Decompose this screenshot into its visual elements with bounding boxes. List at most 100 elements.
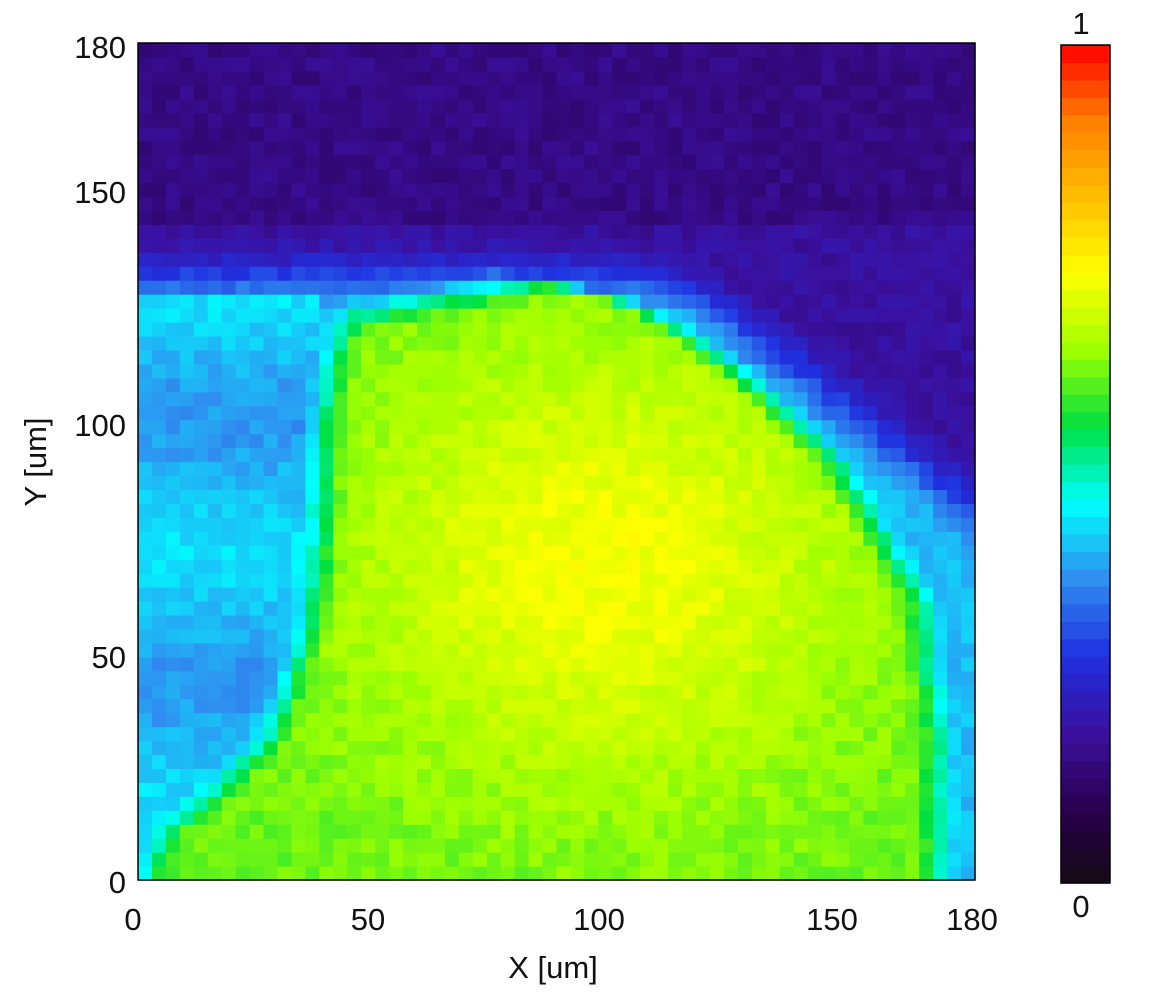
heatmap-cell: [654, 335, 669, 351]
heatmap-cell: [668, 196, 683, 211]
heatmap-cell: [151, 224, 167, 239]
heatmap-cell: [430, 461, 446, 477]
heatmap-cell: [668, 712, 683, 728]
heatmap-cell: [877, 601, 892, 616]
heatmap-cell: [417, 614, 432, 630]
heatmap-cell: [835, 796, 851, 811]
heatmap-cell: [863, 349, 878, 365]
heatmap-cell: [347, 866, 362, 881]
heatmap-cell: [933, 517, 948, 532]
heatmap-cell: [138, 559, 153, 574]
heatmap-cell: [835, 503, 851, 518]
heatmap-cell: [138, 112, 153, 128]
heatmap-cell: [584, 294, 599, 309]
heatmap-cell: [542, 656, 558, 672]
heatmap-cell: [696, 796, 711, 811]
heatmap-cell: [696, 531, 711, 546]
heatmap-cell: [361, 740, 376, 756]
heatmap-cell: [389, 322, 404, 337]
heatmap-cell: [207, 726, 223, 742]
heatmap-cell: [682, 614, 697, 630]
heatmap-cell: [640, 335, 655, 351]
heatmap-cell: [347, 335, 362, 351]
heatmap-cell: [472, 433, 488, 449]
heatmap-cell: [849, 656, 864, 672]
heatmap-cell: [249, 712, 265, 728]
heatmap-cell: [737, 796, 753, 811]
heatmap-cell: [626, 43, 641, 58]
heatmap-cell: [570, 517, 585, 532]
heatmap-cell: [682, 168, 697, 184]
heatmap-cell: [347, 503, 362, 518]
heatmap-cell: [821, 698, 837, 714]
heatmap-cell: [779, 796, 795, 811]
heatmap-cell: [891, 224, 906, 239]
heatmap-cell: [305, 726, 320, 742]
heatmap-cell: [779, 587, 795, 602]
heatmap-cell: [961, 294, 976, 309]
heatmap-cell: [807, 782, 823, 797]
heatmap-cell: [472, 84, 488, 100]
heatmap-cell: [933, 391, 948, 407]
heatmap-cell: [612, 545, 627, 560]
heatmap-cell: [737, 754, 753, 769]
heatmap-cell: [138, 475, 153, 490]
heatmap-cell: [905, 559, 920, 574]
heatmap-cell: [444, 642, 460, 658]
heatmap-cell: [235, 573, 251, 588]
heatmap-cell: [821, 182, 837, 198]
heatmap-cell: [863, 740, 878, 756]
heatmap-cell: [347, 238, 362, 253]
heatmap-cell: [863, 335, 878, 351]
heatmap-cell: [319, 726, 334, 742]
heatmap-cell: [389, 419, 404, 435]
heatmap-cell: [472, 266, 488, 281]
heatmap-cell: [514, 154, 530, 170]
heatmap-cell: [500, 517, 516, 532]
heatmap-cell: [668, 238, 683, 253]
heatmap-cell: [696, 656, 711, 672]
heatmap-cell: [779, 43, 795, 58]
heatmap-cell: [472, 545, 488, 560]
heatmap-cell: [751, 238, 767, 253]
heatmap-cell: [793, 308, 809, 323]
heatmap-cell: [417, 489, 432, 504]
heatmap-cell: [514, 573, 530, 588]
heatmap-cell: [682, 447, 697, 463]
heatmap-cell: [179, 475, 195, 490]
heatmap-cell: [682, 196, 697, 211]
heatmap-cell: [933, 308, 948, 323]
heatmap-cell: [696, 266, 711, 281]
heatmap-cell: [626, 642, 641, 658]
heatmap-cell: [556, 559, 572, 574]
heatmap-cell: [765, 810, 781, 825]
heatmap-cell: [542, 782, 558, 797]
heatmap-cell: [821, 740, 837, 756]
heatmap-cell: [765, 377, 781, 393]
heatmap-cell: [458, 294, 474, 309]
heatmap-cell: [640, 614, 655, 630]
heatmap-cell: [193, 838, 209, 853]
heatmap-cell: [877, 196, 892, 211]
heatmap-cell: [905, 447, 920, 463]
heatmap-cell: [221, 210, 237, 225]
heatmap-cell: [793, 322, 809, 337]
heatmap-cell: [584, 56, 599, 72]
heatmap-cell: [305, 866, 320, 881]
heatmap-cell: [486, 642, 502, 658]
heatmap-cell: [696, 84, 711, 100]
heatmap-cell: [347, 601, 362, 616]
heatmap-cell: [235, 866, 251, 881]
heatmap-cell: [361, 196, 376, 211]
heatmap-cell: [793, 391, 809, 407]
heatmap-cell: [612, 866, 627, 881]
heatmap-cell: [779, 614, 795, 630]
heatmap-cell: [430, 698, 446, 714]
heatmap-cell: [430, 447, 446, 463]
heatmap-cell: [793, 294, 809, 309]
heatmap-cell: [193, 294, 209, 309]
heatmap-cell: [807, 335, 823, 351]
heatmap-cell: [165, 377, 181, 393]
heatmap-cell: [835, 642, 851, 658]
heatmap-cell: [207, 196, 223, 211]
